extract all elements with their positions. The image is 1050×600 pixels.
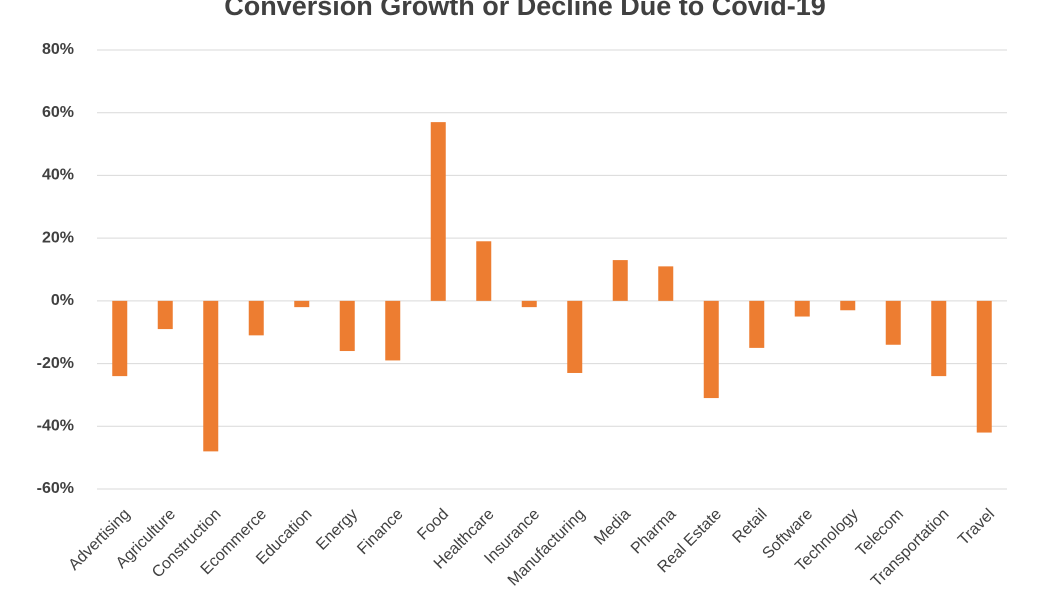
bar [476, 241, 492, 301]
bar [339, 300, 355, 352]
bar [658, 266, 674, 301]
y-tick-label: -40% [37, 418, 74, 435]
bar [430, 122, 446, 301]
bar [294, 300, 310, 308]
bar [248, 300, 264, 336]
y-tick-label: 80% [42, 41, 74, 58]
y-tick-label: -60% [37, 480, 74, 497]
bar [840, 300, 856, 311]
y-tick-label: 40% [42, 167, 74, 184]
x-tick-label: Retail [730, 506, 771, 547]
x-tick-label: Food [414, 506, 452, 544]
bar [931, 300, 947, 377]
x-tick-label: Finance [354, 506, 406, 558]
bar [749, 300, 765, 348]
y-tick-label: 20% [42, 229, 74, 246]
bar [112, 300, 128, 377]
bar [385, 300, 401, 361]
bar [521, 300, 537, 308]
bar [976, 300, 992, 433]
bar [567, 300, 583, 373]
bar [703, 300, 719, 399]
bar [794, 300, 810, 317]
x-tick-label: Media [591, 506, 634, 549]
y-tick-label: -20% [37, 355, 74, 372]
y-tick-label: 0% [51, 292, 74, 309]
chart-title: Conversion Growth or Decline Due to Covi… [224, 0, 826, 21]
bar [203, 300, 219, 452]
x-tick-label: Transportation [868, 506, 953, 591]
bar [612, 260, 628, 301]
bar [157, 300, 173, 330]
bar [885, 300, 901, 345]
y-tick-label: 60% [42, 104, 74, 121]
x-tick-label: Travel [955, 506, 998, 549]
